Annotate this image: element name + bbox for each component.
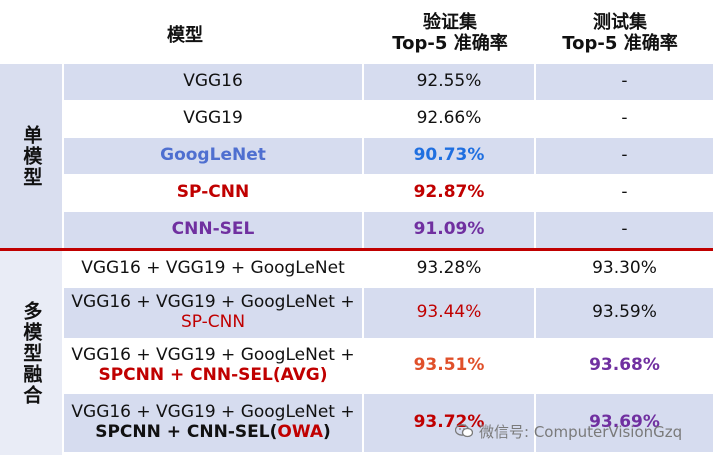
val-acc: 93.28% xyxy=(416,258,482,279)
model-combo-line2: SPCNN + CNN-SEL(OWA) xyxy=(95,422,331,443)
model-combo-line2: SP-CNN xyxy=(180,312,246,332)
row-val: 93.28% xyxy=(364,251,534,287)
model-combo-line1: VGG16 + VGG19 + GoogLeNet + xyxy=(71,345,355,366)
row-val: 93.51% xyxy=(364,339,534,393)
header-model: 模型 xyxy=(65,8,305,64)
val-acc: 92.55% xyxy=(416,71,482,92)
test-acc: - xyxy=(621,108,628,129)
row-test: - xyxy=(536,101,713,137)
model-combo-line1: VGG16 + VGG19 + GoogLeNet + xyxy=(71,402,355,423)
row-test: 93.68% xyxy=(536,339,713,393)
test-acc: - xyxy=(621,145,628,166)
test-acc: 93.69% xyxy=(589,412,660,433)
val-acc: 93.51% xyxy=(413,355,485,376)
test-acc: - xyxy=(621,182,628,203)
model-combo-line2-close: ) xyxy=(323,422,331,442)
watermark: 微信号: ComputerVisionGzq xyxy=(454,420,710,442)
row-model: VGG16 xyxy=(64,64,362,100)
row-model: VGG16 + VGG19 + GoogLeNet + SPCNN + CNN-… xyxy=(64,339,362,393)
model-combo-line2-a: SPCNN + CNN-SEL( xyxy=(95,422,278,442)
row-val: 93.72% xyxy=(364,394,534,452)
model-name: SP-CNN xyxy=(176,182,250,203)
row-model: SP-CNN xyxy=(64,175,362,211)
test-acc: - xyxy=(621,219,628,240)
row-model: VGG16 + VGG19 + GoogLeNet + SP-CNN xyxy=(64,288,362,338)
val-acc: 93.44% xyxy=(416,302,482,323)
test-acc: - xyxy=(621,71,628,92)
row-test: 93.69% xyxy=(536,394,713,452)
row-model: VGG16 + VGG19 + GoogLeNet + SPCNN + CNN-… xyxy=(64,394,362,452)
header-val: 验证集 Top-5 准确率 xyxy=(370,4,530,64)
row-test: - xyxy=(536,138,713,174)
model-combo-line1: VGG16 + VGG19 + GoogLeNet + xyxy=(71,292,355,313)
group-multi-text: 多模型融合 xyxy=(20,300,43,406)
val-acc: 92.87% xyxy=(413,182,485,203)
header-test-line2: Top-5 准确率 xyxy=(562,33,678,54)
val-acc: 90.73% xyxy=(413,145,485,166)
header-val-line2: Top-5 准确率 xyxy=(392,33,508,54)
header-model-label: 模型 xyxy=(167,24,203,46)
group-single-text: 单模型 xyxy=(20,124,43,188)
row-model: VGG16 + VGG19 + GoogLeNet xyxy=(64,251,362,287)
watermark-text: 微信号: ComputerVisionGzq xyxy=(479,422,683,441)
row-test: 93.30% xyxy=(536,251,713,287)
group-divider xyxy=(0,248,713,251)
row-val: 92.55% xyxy=(364,64,534,100)
header-val-line1: 验证集 xyxy=(423,12,477,34)
wechat-icon xyxy=(454,424,474,438)
row-test: - xyxy=(536,212,713,248)
val-acc: 91.09% xyxy=(413,219,485,240)
group-label-single: 单模型 xyxy=(0,64,62,248)
row-model: CNN-SEL xyxy=(64,212,362,248)
test-acc: 93.30% xyxy=(592,258,657,279)
test-acc: 93.68% xyxy=(589,355,660,376)
model-combo-line2-owa: OWA xyxy=(277,422,323,442)
val-acc: 92.66% xyxy=(416,108,482,129)
row-test: - xyxy=(536,175,713,211)
row-val: 93.44% xyxy=(364,288,534,338)
row-val: 92.87% xyxy=(364,175,534,211)
row-model: GoogLeNet xyxy=(64,138,362,174)
row-test: 93.59% xyxy=(536,288,713,338)
row-val: 91.09% xyxy=(364,212,534,248)
model-name: CNN-SEL xyxy=(171,219,255,240)
row-val: 90.73% xyxy=(364,138,534,174)
row-model: VGG19 xyxy=(64,101,362,137)
model-combo: VGG16 + VGG19 + GoogLeNet xyxy=(81,258,345,279)
model-name: VGG19 xyxy=(183,108,243,129)
row-test: - xyxy=(536,64,713,100)
header-test: 测试集 Top-5 准确率 xyxy=(535,4,705,64)
group-label-multi: 多模型融合 xyxy=(0,251,62,455)
model-name: VGG16 xyxy=(183,71,243,92)
row-val: 92.66% xyxy=(364,101,534,137)
model-name: GoogLeNet xyxy=(160,145,266,166)
header-test-line1: 测试集 xyxy=(593,12,647,34)
model-combo-line2: SPCNN + CNN-SEL(AVG) xyxy=(98,365,328,385)
test-acc: 93.59% xyxy=(592,302,657,323)
